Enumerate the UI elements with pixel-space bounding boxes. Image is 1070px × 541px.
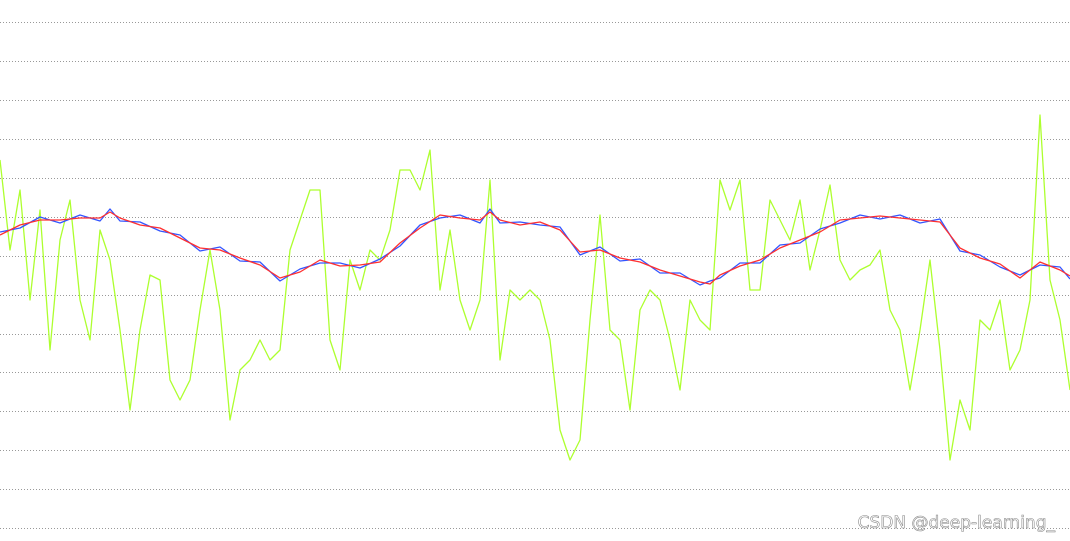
- data-line: [0, 114, 1070, 461]
- data-line: [0, 211, 1070, 285]
- watermark: CSDN @deep-learning_: [858, 513, 1056, 533]
